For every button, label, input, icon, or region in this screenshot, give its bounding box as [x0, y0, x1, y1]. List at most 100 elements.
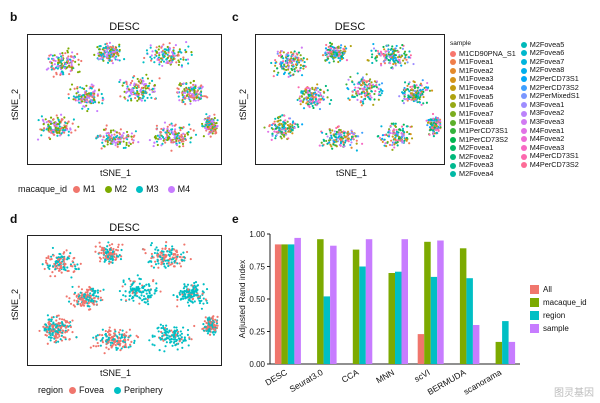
legend-label: Periphery	[124, 385, 163, 395]
panel-letter-e: e	[232, 212, 239, 226]
legend-marker-icon	[520, 153, 527, 160]
panel-c-legend-item: M2PerCD73S2	[520, 83, 580, 93]
panel-b-xlabel: tSNE_1	[100, 168, 132, 178]
legend-swatch-icon	[530, 285, 539, 294]
legend-marker-icon	[520, 41, 527, 48]
y-tick-label: 0.00	[249, 360, 265, 369]
bar-sample-scanorama	[508, 341, 516, 364]
legend-label: M1Fovea7	[459, 108, 494, 118]
panel-c-legend-item: M1Fovea8	[450, 118, 516, 127]
panel-c-legend: sample M1CD90PNA_S1 M1Fovea1 M1Fovea2 M1Fov…	[450, 40, 580, 179]
panel-c-legend-item: M1Fovea3	[450, 75, 516, 84]
legend-marker-icon	[450, 68, 456, 75]
legend-marker-icon	[520, 93, 527, 100]
panel-c-legend-item: M4Fovea3	[520, 142, 580, 153]
bar-macaque_id-DESC	[281, 244, 288, 364]
panel-c-legend-item: M2Fovea6	[520, 48, 580, 58]
panel-e-legend-item: region	[530, 309, 587, 322]
legend-marker-icon	[114, 386, 122, 394]
legend-label: M1Fovea8	[459, 117, 494, 127]
panel-e-legend-item: All	[530, 283, 587, 296]
bar-macaque_id-BERMUDA	[459, 248, 467, 364]
bar-region-CCA	[359, 266, 366, 364]
legend-marker-icon	[450, 102, 456, 109]
legend-label: M4Fovea3	[529, 142, 565, 152]
panel-letter-b: b	[10, 10, 18, 24]
y-axis-label: Adjusted Rand index	[237, 259, 247, 338]
legend-label: Fovea	[79, 385, 105, 395]
panel-b-title: DESC	[109, 21, 140, 33]
legend-marker-icon	[520, 50, 527, 57]
legend-marker-icon	[450, 85, 456, 92]
x-tick-label: Seurat3.0	[288, 367, 325, 394]
legend-label: M3Fovea2	[529, 108, 565, 118]
bar-sample-CCA	[365, 239, 373, 364]
panel-c-legend-item: M2PerMixedS1	[520, 91, 580, 101]
panel-c-legend-item: M1Fovea2	[450, 65, 516, 76]
watermark: 图灵基因	[554, 388, 594, 399]
panel-d-plot	[27, 235, 222, 366]
legend-label: M2Fovea4	[459, 168, 494, 178]
panel-c-legend-item: M2Fovea5	[520, 39, 580, 50]
bar-macaque_id-scVI	[424, 241, 431, 364]
legend-marker-icon	[520, 110, 527, 117]
panel-d-legend-title: region	[38, 385, 64, 395]
panel-c-legend-item: M2PerCD73S1	[520, 73, 580, 84]
bar-region-DESC	[287, 244, 295, 364]
panel-d-legend-item: Fovea	[69, 385, 104, 395]
legend-label: M1Fovea1	[459, 57, 494, 67]
legend-label: M2PerMixedS1	[529, 91, 580, 101]
legend-marker-icon	[520, 102, 527, 109]
bar-macaque_id-CCA	[352, 249, 360, 364]
panel-c-title: DESC	[334, 21, 366, 33]
x-tick-label: CCA	[340, 367, 361, 385]
legend-label: M1CD90PNA_S1	[459, 48, 516, 58]
legend-marker-icon	[450, 171, 456, 178]
legend-label: All	[543, 285, 552, 294]
bar-sample-DESC	[294, 237, 301, 364]
panel-c-legend-item: M1Fovea6	[450, 101, 516, 110]
panel-c-legend-item: M4PerCD73S2	[520, 160, 580, 170]
legend-label: region	[543, 311, 566, 320]
legend-label: M2Fovea6	[529, 48, 565, 58]
panel-d-xlabel: tSNE_1	[100, 368, 132, 378]
bar-region-scanorama	[502, 321, 509, 364]
panel-b-plot	[27, 34, 222, 165]
legend-label: M2Fovea5	[529, 39, 565, 49]
bar-macaque_id-scanorama	[495, 341, 503, 364]
y-tick-label: 0.75	[249, 263, 265, 272]
panel-b-legend-item: M3	[136, 184, 159, 194]
panel-c-legend-item: M4Fovea1	[520, 126, 580, 136]
x-tick-label: DESC	[263, 367, 288, 387]
legend-marker-icon	[450, 119, 456, 126]
legend-label: M1Fovea6	[459, 100, 494, 110]
panel-e-legend: All macaque_id region sample	[530, 283, 587, 335]
legend-label: macaque_id	[543, 298, 587, 307]
legend-label: M4PerCD73S1	[529, 151, 579, 161]
panel-e-legend-item: macaque_id	[530, 296, 587, 309]
bar-All-DESC	[274, 244, 282, 364]
legend-label: M1Fovea5	[459, 91, 494, 101]
legend-marker-icon	[520, 76, 527, 83]
legend-label: M3	[146, 184, 159, 194]
legend-marker-icon	[450, 50, 456, 57]
panel-c-legend-item: M3Fovea2	[520, 108, 580, 118]
x-tick-label: MNN	[374, 367, 396, 385]
legend-label: M1Fovea2	[459, 65, 494, 75]
panel-b-legend-item: M1	[73, 184, 96, 194]
panel-c-legend-item: M4Fovea2	[520, 135, 580, 144]
legend-marker-icon	[520, 59, 527, 66]
legend-label: M1PerCD73S2	[459, 134, 509, 144]
legend-marker-icon	[450, 93, 456, 100]
legend-swatch-icon	[530, 311, 539, 320]
legend-label: M2PerCD73S1	[529, 73, 579, 83]
legend-marker-icon	[104, 185, 112, 193]
y-tick-label: 0.50	[249, 295, 265, 304]
panel-d-scatter	[38, 241, 219, 355]
legend-marker-icon	[450, 145, 456, 152]
legend-marker-icon	[520, 84, 527, 91]
panel-e-bar-chart: 0.00 0.25 0.50 0.75 1.00 Adjusted Rand index D…	[237, 230, 520, 397]
panel-letter-c: c	[232, 10, 239, 24]
panel-c-legend-item: M1Fovea4	[450, 83, 516, 93]
y-tick-label: 1.00	[249, 230, 265, 239]
